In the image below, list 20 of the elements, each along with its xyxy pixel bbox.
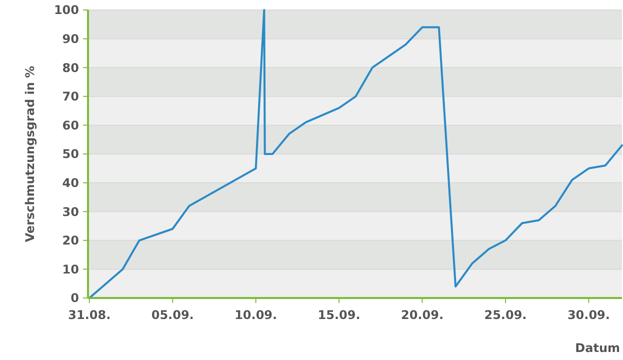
x-axis-title: Datum [575,341,620,355]
y-tick-label: 50 [62,147,79,162]
y-axis-title: Verschmutzungsgrad in % [23,66,37,242]
x-tick-label: 25.09. [484,308,527,322]
y-tick-label: 0 [70,291,79,306]
x-tick-label: 30.09. [567,308,610,322]
y-tick-label: 10 [62,262,79,276]
y-tick-label: 100 [54,3,79,18]
x-tick-label: 05.09. [151,308,194,322]
x-tick-label: 15.09. [318,308,360,322]
y-tick-label: 90 [62,32,79,46]
x-tick-label: 10.09. [234,308,278,322]
y-tick-label: 80 [62,60,79,75]
y-tick-label: 40 [62,176,79,190]
x-tick-label: 31.08. [68,308,111,322]
y-tick-label: 30 [62,204,79,219]
y-tick-label: 20 [62,234,79,248]
x-tick-label: 20.09. [401,308,444,322]
y-tick-label: 60 [62,118,79,132]
y-tick-label: 70 [62,90,79,104]
